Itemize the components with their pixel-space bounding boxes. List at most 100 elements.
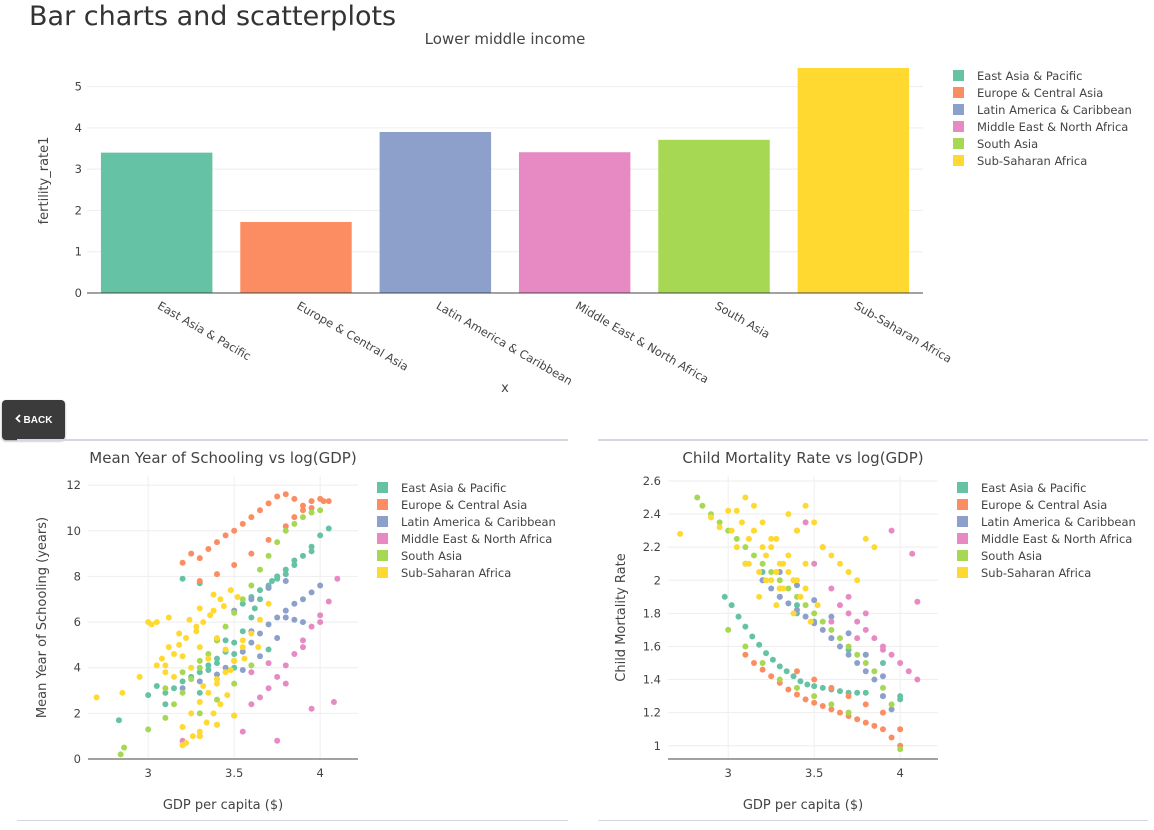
mortality-point-east-asia-and-pacific: [783, 668, 790, 675]
bar-legend-label-middle-east-and-north-africa: Middle East & North Africa: [977, 120, 1128, 134]
schooling-point-europe-and-central-asia: [265, 500, 272, 507]
schooling-point-europe-and-central-asia: [282, 523, 289, 530]
schooling-point-europe-and-central-asia: [274, 493, 281, 500]
mortality-point-sub-saharan-africa: [790, 577, 797, 584]
schooling-point-latin-america-and-caribbean: [282, 607, 289, 614]
schooling-point-east-asia-and-pacific: [251, 605, 258, 612]
schooling-point-latin-america-and-caribbean: [282, 614, 289, 621]
mortality-legend-swatch-latin-america-and-caribbean: [957, 516, 968, 527]
mortality-ytick-label: 1: [654, 739, 661, 753]
mortality-scatter-chart: 3 3.5 4 1 1.2 1.4 1.6 1.8 2 2.2 2.4 2.6 Child Mortal…: [577, 442, 1154, 820]
bar-legend-swatch-east-asia-and-pacific: [953, 70, 964, 81]
schooling-point-sub-saharan-africa: [93, 694, 100, 701]
schooling-point-south-asia: [205, 651, 212, 658]
schooling-point-sub-saharan-africa: [200, 619, 207, 626]
schooling-ytick-label: 8: [74, 569, 81, 583]
schooling-series-europe-and-central-asia: [179, 491, 332, 584]
schooling-point-south-asia: [282, 527, 289, 534]
mortality-point-sub-saharan-africa: [759, 544, 766, 551]
schooling-point-europe-and-central-asia: [188, 550, 195, 557]
schooling-point-latin-america-and-caribbean: [308, 589, 315, 596]
schooling-point-east-asia-and-pacific: [269, 577, 276, 584]
schooling-point-latin-america-and-caribbean: [317, 582, 324, 589]
schooling-point-sub-saharan-africa: [119, 689, 126, 696]
schooling-point-east-asia-and-pacific: [291, 557, 298, 564]
schooling-point-sub-saharan-africa: [256, 616, 263, 623]
mortality-point-sub-saharan-africa: [768, 577, 775, 584]
schooling-point-east-asia-and-pacific: [196, 669, 203, 676]
schooling-xtick-label: 3.5: [225, 766, 243, 780]
schooling-point-sub-saharan-africa: [210, 710, 217, 717]
schooling-legend-label-latin-america-and-caribbean: Latin America & Caribbean: [401, 515, 556, 529]
mortality-point-east-asia-and-pacific: [862, 689, 869, 696]
mortality-point-south-asia: [776, 676, 783, 683]
schooling-point-east-asia-and-pacific: [179, 575, 186, 582]
schooling-point-europe-and-central-asia: [291, 495, 298, 502]
mortality-series-south-asia: [694, 494, 904, 753]
schooling-point-sub-saharan-africa: [170, 673, 177, 680]
bar-legend-swatch-latin-america-and-caribbean: [953, 104, 964, 115]
mortality-point-south-asia: [750, 552, 757, 559]
mortality-point-east-asia-and-pacific: [897, 693, 904, 700]
schooling-y-axis-title: Mean Year of Schooling (years): [35, 517, 50, 718]
mortality-point-sub-saharan-africa: [790, 610, 797, 617]
mortality-point-east-asia-and-pacific: [776, 663, 783, 670]
mortality-point-south-asia: [768, 568, 775, 575]
mortality-x-axis-title: GDP per capita ($): [743, 798, 863, 813]
mortality-point-sub-saharan-africa: [759, 519, 766, 526]
schooling-point-east-asia-and-pacific: [153, 682, 160, 689]
schooling-point-east-asia-and-pacific: [145, 692, 152, 699]
mortality-point-sub-saharan-africa: [745, 535, 752, 542]
mortality-point-europe-and-central-asia: [862, 719, 869, 726]
mortality-legend-swatch-south-asia: [957, 550, 968, 561]
mortality-point-east-asia-and-pacific: [836, 688, 843, 695]
mortality-point-south-asia: [733, 535, 740, 542]
mortality-point-sub-saharan-africa: [785, 568, 792, 575]
back-button-label: BACK: [23, 414, 53, 426]
mortality-point-sub-saharan-africa: [871, 544, 878, 551]
schooling-point-latin-america-and-caribbean: [274, 614, 281, 621]
schooling-point-latin-america-and-caribbean: [256, 653, 263, 660]
schooling-point-sub-saharan-africa: [207, 612, 214, 619]
schooling-point-sub-saharan-africa: [162, 669, 169, 676]
mortality-point-sub-saharan-africa: [728, 527, 735, 534]
schooling-point-sub-saharan-africa: [213, 676, 220, 683]
bar-chart-title: Lower middle income: [425, 32, 586, 48]
schooling-point-sub-saharan-africa: [193, 623, 200, 630]
bar-xtick-label: Sub-Saharan Africa: [852, 298, 954, 365]
mortality-point-latin-america-and-caribbean: [802, 613, 809, 620]
mortality-point-latin-america-and-caribbean: [871, 676, 878, 683]
schooling-point-sub-saharan-africa: [158, 655, 165, 662]
schooling-point-latin-america-and-caribbean: [282, 577, 289, 584]
mortality-point-south-asia: [854, 651, 861, 658]
mortality-point-middle-east-and-north-africa: [802, 519, 809, 526]
mortality-point-sub-saharan-africa: [802, 585, 809, 592]
schooling-point-europe-and-central-asia: [231, 527, 238, 534]
bar-xtick-label: Latin America & Caribbean: [434, 298, 575, 388]
schooling-point-middle-east-and-north-africa: [299, 644, 306, 651]
schooling-point-south-asia: [196, 664, 203, 671]
schooling-point-latin-america-and-caribbean: [196, 678, 203, 685]
schooling-point-sub-saharan-africa: [227, 666, 234, 673]
mortality-point-sub-saharan-africa: [716, 524, 723, 531]
mortality-point-latin-america-and-caribbean: [862, 651, 869, 658]
schooling-point-sub-saharan-africa: [148, 621, 155, 628]
mortality-point-east-asia-and-pacific: [804, 681, 811, 688]
schooling-point-south-asia: [231, 680, 238, 687]
mortality-ytick-label: 2.6: [643, 474, 661, 488]
schooling-legend-swatch-sub-saharan-africa: [377, 567, 388, 578]
schooling-point-east-asia-and-pacific: [325, 525, 332, 532]
schooling-point-sub-saharan-africa: [188, 664, 195, 671]
back-button[interactable]: BACK: [2, 400, 65, 440]
schooling-point-middle-east-and-north-africa: [265, 685, 272, 692]
mortality-point-europe-and-central-asia: [742, 651, 749, 658]
mortality-point-europe-and-central-asia: [793, 668, 800, 675]
mortality-point-latin-america-and-caribbean: [828, 635, 835, 642]
divider-right-top: [598, 439, 1148, 441]
schooling-point-south-asia: [179, 669, 186, 676]
schooling-point-latin-america-and-caribbean: [179, 685, 186, 692]
schooling-legend-swatch-east-asia-and-pacific: [377, 482, 388, 493]
bar-ytick-label: 0: [75, 286, 82, 300]
schooling-point-east-asia-and-pacific: [317, 532, 324, 539]
schooling-point-sub-saharan-africa: [224, 692, 231, 699]
